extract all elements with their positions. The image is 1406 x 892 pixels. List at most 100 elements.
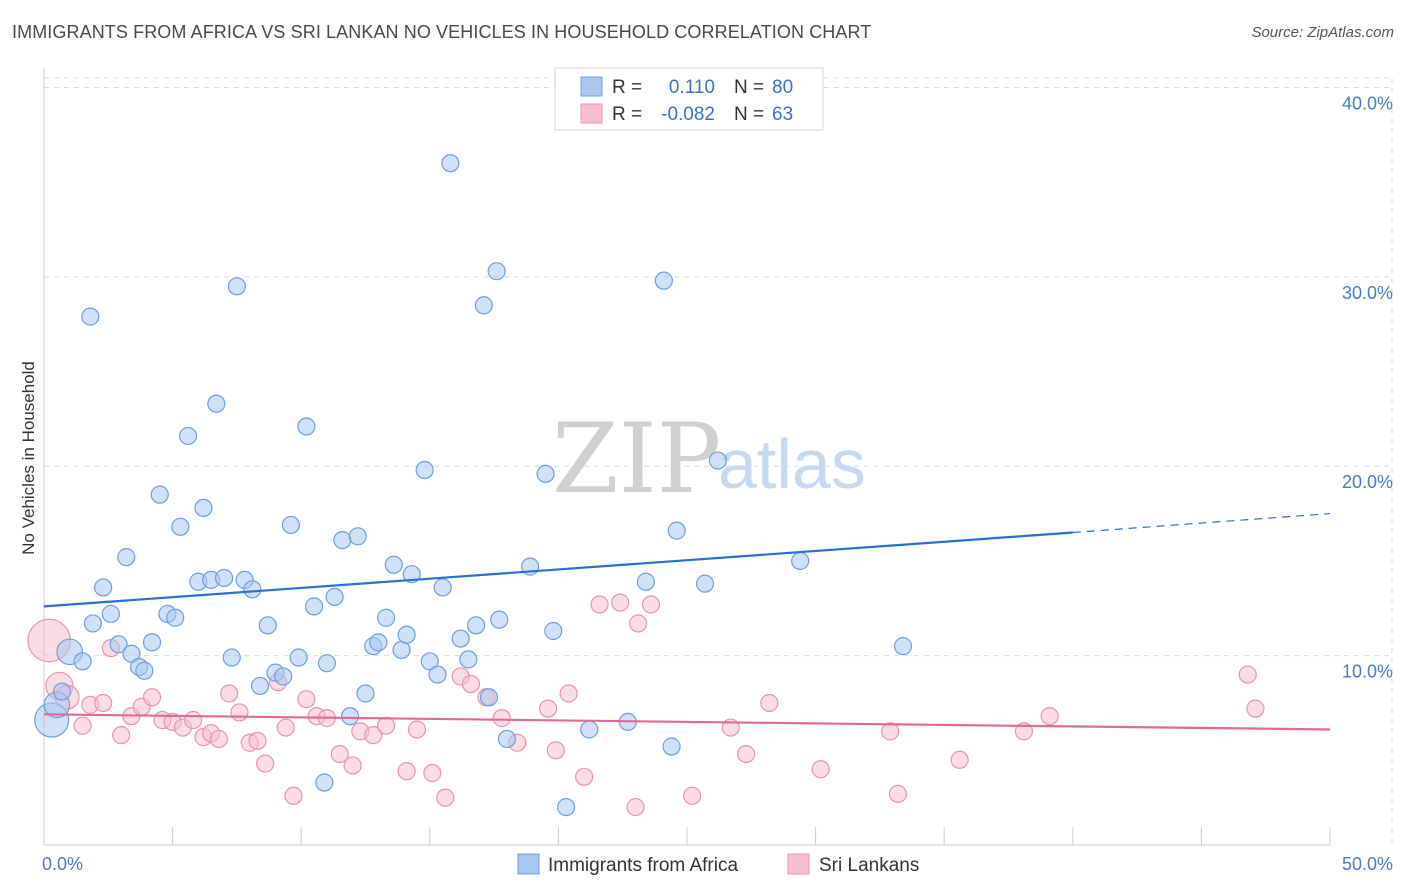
africa-point-24 <box>214 568 234 588</box>
series-sri-lankans-points <box>27 593 1265 817</box>
sri-lankans-point-7 <box>112 726 131 745</box>
africa-point-30 <box>258 616 277 635</box>
africa-point-57 <box>459 650 478 669</box>
africa-point-74 <box>667 521 686 540</box>
sri-lankans-point-55 <box>760 693 779 713</box>
africa-point-73 <box>662 737 681 756</box>
africa-point-15 <box>150 485 169 504</box>
stats-legend: R = 0.110 N = 80 R = -0.082 N = 63 <box>554 67 824 131</box>
africa-point-47 <box>384 555 403 574</box>
sri-lankans-point-22 <box>256 754 275 773</box>
sri-lankans-point-35 <box>407 720 427 739</box>
africa-point-18 <box>171 517 190 536</box>
africa-point-25 <box>222 648 241 667</box>
sri-lankans-point-37 <box>436 788 455 807</box>
x-tick-labels: 0.0% 50.0% <box>42 854 1393 874</box>
sri-lankans-point-47 <box>590 595 609 614</box>
sri-lankans-point-24 <box>276 718 295 737</box>
africa-point-54 <box>433 578 452 597</box>
x-tick-label-1: 50.0% <box>1342 854 1393 874</box>
africa-point-59 <box>474 296 493 315</box>
y-axis-label: No Vehicles in Household <box>19 361 38 555</box>
grid-lines <box>44 77 1393 845</box>
sri-lankans-point-39 <box>461 674 481 694</box>
africa-point-32 <box>274 667 293 686</box>
sri-lankans-point-52 <box>683 786 702 805</box>
africa-point-66 <box>544 621 563 641</box>
africa-point-75 <box>695 574 715 593</box>
y-tick-label-2: 30.0% <box>1342 283 1393 303</box>
sri-lankans-trend-line <box>43 713 1331 731</box>
africa-point-71 <box>636 572 655 591</box>
africa-point-49 <box>397 625 416 644</box>
sri-lankans-point-44 <box>546 741 565 760</box>
sri-lankans-point-59 <box>950 750 969 769</box>
africa-point-78 <box>893 637 913 656</box>
legend-r-value-sri-lankans: -0.082 <box>661 104 715 125</box>
watermark-atlas: atlas <box>718 425 866 503</box>
x-tick-label-0: 0.0% <box>42 854 83 874</box>
source-credit: Source: ZipAtlas.com <box>1251 24 1394 41</box>
africa-trend-line-extension <box>1072 512 1331 534</box>
sri-lankans-point-46 <box>575 767 594 786</box>
sri-lankans-point-54 <box>737 744 756 764</box>
africa-point-29 <box>250 676 270 696</box>
africa-point-48 <box>392 640 411 660</box>
africa-point-9 <box>109 635 128 654</box>
africa-point-2 <box>52 682 72 701</box>
sri-lankans-point-33 <box>376 716 396 735</box>
africa-point-55 <box>441 154 460 173</box>
legend-swatch-sri-lankans <box>580 103 603 124</box>
sri-lankans-point-29 <box>330 744 349 764</box>
legend-r-value-africa: 0.110 <box>669 77 715 98</box>
africa-point-62 <box>490 610 509 629</box>
africa-point-63 <box>497 729 517 749</box>
africa-point-4 <box>73 652 92 671</box>
sri-lankans-point-41 <box>492 709 511 728</box>
sri-lankans-point-36 <box>423 763 442 783</box>
sri-lankans-point-17 <box>209 729 228 749</box>
africa-point-50 <box>402 565 421 584</box>
africa-point-33 <box>281 515 301 535</box>
africa-point-38 <box>317 654 337 673</box>
sri-lankans-point-18 <box>220 684 239 703</box>
africa-trend-line <box>43 531 1073 608</box>
trend-lines <box>43 512 1331 731</box>
africa-point-23 <box>207 394 226 413</box>
africa-point-42 <box>348 527 367 546</box>
africa-point-41 <box>340 707 360 726</box>
sri-lankans-point-32 <box>364 726 383 745</box>
africa-point-45 <box>369 633 388 652</box>
sri-lankans-point-10 <box>142 688 162 707</box>
africa-point-6 <box>83 614 102 633</box>
africa-point-21 <box>194 498 213 517</box>
legend-n-value-africa: 80 <box>772 77 793 98</box>
africa-point-60 <box>479 688 499 707</box>
y-tick-label-0: 10.0% <box>1342 662 1393 682</box>
africa-point-65 <box>536 464 555 483</box>
africa-point-67 <box>557 798 576 817</box>
legend-n-label-africa: N = <box>734 77 764 98</box>
watermark-zip: ZIP <box>552 403 721 515</box>
africa-point-35 <box>297 417 316 436</box>
africa-point-51 <box>415 460 434 480</box>
y-tick-labels: 10.0% 20.0% 30.0% 40.0% <box>1342 93 1393 681</box>
sri-lankans-point-30 <box>343 756 362 775</box>
africa-point-5 <box>81 307 100 326</box>
africa-point-14 <box>142 633 162 652</box>
sri-lankans-point-56 <box>811 760 830 779</box>
africa-point-53 <box>428 665 447 684</box>
sri-lankans-point-43 <box>539 699 558 718</box>
series-legend-swatch-sri-lankans <box>787 853 810 875</box>
series-legend: Immigrants from Africa Sri Lankans <box>517 853 919 876</box>
africa-point-10 <box>117 548 136 567</box>
watermark: ZIP atlas <box>552 403 866 515</box>
sri-lankans-point-51 <box>626 798 645 817</box>
africa-point-17 <box>166 608 185 627</box>
sri-lankans-point-34 <box>397 762 416 781</box>
africa-point-8 <box>101 604 120 624</box>
africa-point-72 <box>654 271 673 290</box>
series-africa-points <box>34 97 913 817</box>
chart-title: IMMIGRANTS FROM AFRICA VS SRI LANKAN NO … <box>12 22 872 42</box>
